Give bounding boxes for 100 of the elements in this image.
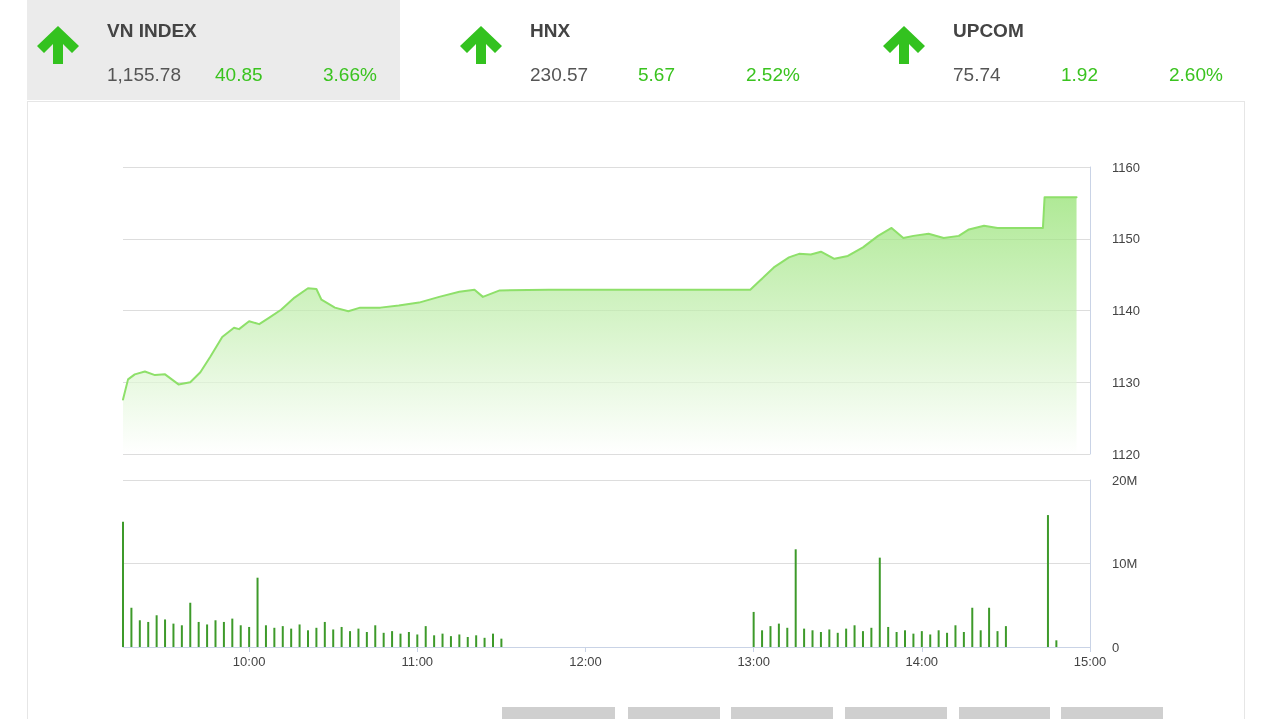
bar: [946, 632, 949, 647]
bar: [214, 620, 217, 647]
bar: [786, 627, 789, 647]
bar: [391, 631, 394, 647]
bar: [189, 602, 192, 647]
text: HNX: [530, 20, 571, 42]
bar: [138, 620, 141, 647]
text: 75.74: [953, 64, 1001, 86]
bar: [752, 611, 755, 647]
y-tick-label: 1160: [1112, 159, 1140, 175]
bar: [971, 607, 974, 647]
y-tick-label: 10M: [1112, 556, 1138, 571]
bar: [130, 607, 133, 647]
bar: [365, 631, 368, 647]
bar: [306, 630, 309, 647]
bar: [1046, 515, 1049, 647]
bar: [878, 557, 881, 647]
bar: [777, 623, 780, 647]
bar: [332, 629, 335, 647]
bar: [845, 628, 848, 647]
bar: [248, 626, 251, 647]
bar: [996, 631, 999, 647]
bar: [962, 631, 965, 647]
bar: [172, 623, 175, 647]
bar: [449, 636, 452, 647]
bar: [315, 627, 318, 647]
bar: [290, 628, 293, 647]
bar: [954, 625, 957, 647]
bar: [222, 621, 225, 647]
bar: [803, 628, 806, 647]
bar: [937, 630, 940, 647]
x-tick-label: 14:00: [905, 654, 939, 669]
y-tick-label: 1130: [1112, 374, 1140, 390]
bar: [357, 628, 360, 647]
y-tick-label: 0: [1112, 639, 1120, 655]
bar: [769, 626, 772, 647]
bar: [349, 631, 352, 647]
bar: [861, 631, 864, 647]
x-tick-label: 13:00: [737, 654, 770, 669]
bar: [853, 625, 856, 647]
bar: [323, 621, 326, 647]
x-tick-label: 11:00: [401, 654, 434, 669]
bar: [407, 631, 410, 647]
bar: [416, 634, 419, 647]
bar: [836, 632, 839, 647]
bar: [256, 577, 259, 647]
bar: [399, 633, 402, 647]
bar: [382, 632, 385, 647]
bar: [122, 521, 124, 647]
bar: [424, 626, 427, 647]
bar: [895, 631, 898, 647]
bar: [298, 624, 301, 647]
bar: [197, 621, 200, 647]
bar: [475, 635, 478, 647]
bar: [147, 621, 150, 647]
x-tick-label: 10:00: [232, 654, 266, 669]
bar: [912, 633, 915, 647]
bar: [264, 625, 267, 647]
bar: [819, 631, 822, 647]
bar: [929, 634, 932, 647]
bar: [904, 630, 907, 647]
bar: [206, 624, 209, 647]
bar: [920, 631, 923, 647]
bar: [828, 629, 831, 647]
bar: [988, 607, 991, 647]
bar: [458, 634, 461, 647]
text: 2.52%: [746, 64, 800, 86]
bar: [483, 637, 486, 647]
bar: [273, 627, 276, 647]
text: 40.85: [215, 64, 263, 86]
bar: [500, 638, 503, 647]
bar: [155, 615, 158, 647]
y-tick-label: 1120: [1112, 446, 1140, 462]
text: UPCOM: [953, 20, 1024, 42]
bar: [491, 633, 494, 647]
x-tick-label: 12:00: [569, 654, 602, 669]
bar: [164, 619, 167, 647]
bar: [340, 626, 343, 647]
bar: [231, 618, 234, 647]
text: VN INDEX: [107, 20, 197, 42]
bar: [870, 627, 873, 647]
text: 230.57: [530, 64, 589, 86]
text: 1.92: [1061, 64, 1098, 86]
bar: [761, 630, 764, 647]
bar: [1055, 640, 1058, 647]
bar: [1004, 626, 1007, 647]
bar: [374, 625, 377, 647]
bar: [811, 630, 814, 647]
bar: [281, 626, 284, 647]
text: 5.67: [638, 64, 675, 86]
bar: [433, 635, 436, 647]
y-tick-label: 20M: [1112, 472, 1138, 488]
bar: [466, 636, 469, 647]
bar: [979, 630, 982, 647]
x-tick-label: 15:00: [1073, 654, 1107, 669]
bar: [180, 625, 183, 647]
text: 2.60%: [1169, 64, 1223, 86]
text: 3.66%: [323, 64, 377, 86]
bar: [239, 625, 242, 647]
y-tick-label: 1150: [1112, 231, 1140, 247]
